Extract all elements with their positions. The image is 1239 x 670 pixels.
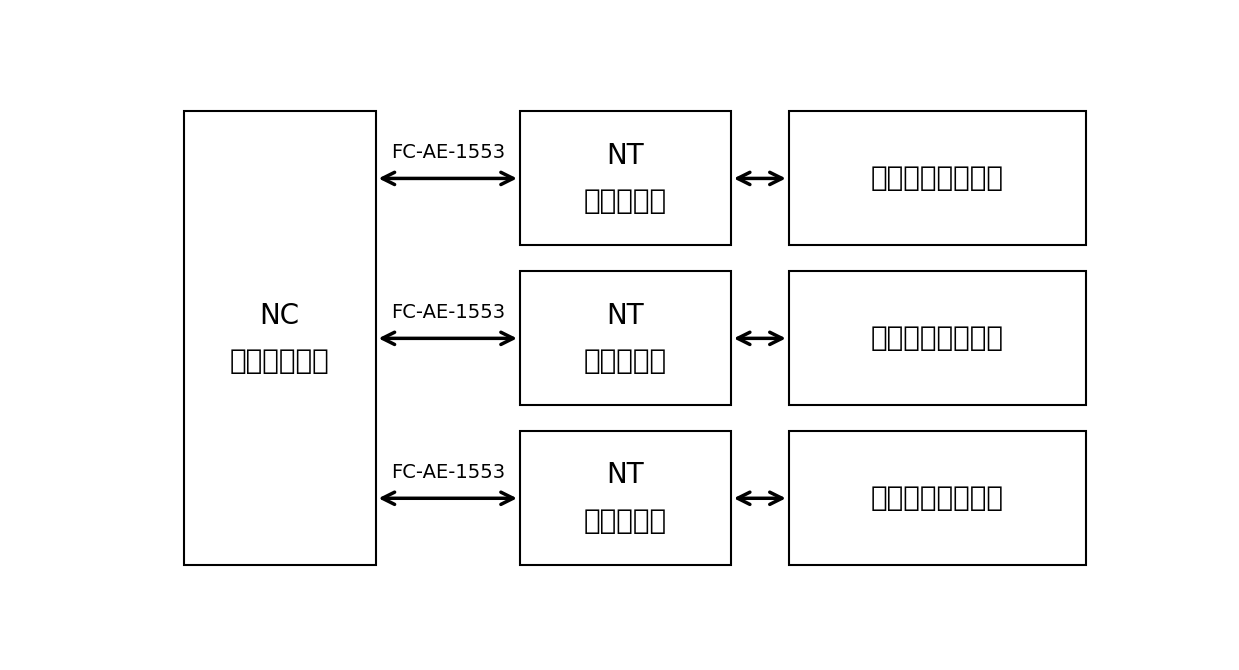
Text: FC-AE-1553: FC-AE-1553 — [390, 463, 504, 482]
Bar — [789, 431, 1087, 565]
Text: NT
非透明桥接: NT 非透明桥接 — [584, 141, 667, 215]
Bar — [789, 111, 1087, 245]
Text: NT
非透明桥接: NT 非透明桥接 — [584, 462, 667, 535]
Bar — [520, 431, 731, 565]
Bar — [789, 271, 1087, 405]
Text: 任意个被控制节点: 任意个被控制节点 — [871, 484, 1004, 513]
Text: FC-AE-1553: FC-AE-1553 — [390, 303, 504, 322]
Text: FC-AE-1553: FC-AE-1553 — [390, 143, 504, 162]
Text: 任意个被控制节点: 任意个被控制节点 — [871, 164, 1004, 192]
Text: 任意个被控制节点: 任意个被控制节点 — [871, 324, 1004, 352]
Bar — [183, 111, 375, 565]
Bar — [520, 111, 731, 245]
Bar — [520, 271, 731, 405]
Text: NC
总线控制节点: NC 总线控制节点 — [229, 302, 330, 375]
Text: NT
非透明桥接: NT 非透明桥接 — [584, 302, 667, 375]
